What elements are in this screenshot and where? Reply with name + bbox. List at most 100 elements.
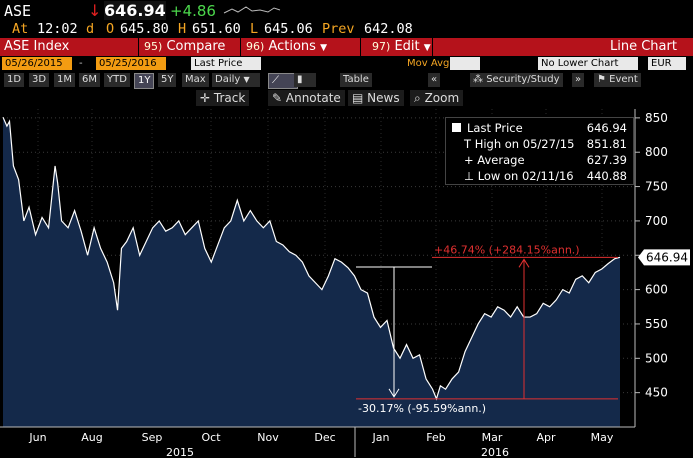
y-tick-label: 700 [645, 214, 668, 228]
end-date-field[interactable]: 05/25/2016 [96, 57, 166, 70]
price-field-select[interactable]: Last Price [191, 57, 261, 70]
news-button[interactable]: ▤ News [348, 90, 404, 106]
range-bar: 1D 3D 1M 6M YTD 1Y 5Y Max Daily ▼ ⟋ ▮ Ta… [0, 72, 693, 89]
prev-value: 642.08 [364, 21, 413, 37]
security-study-label: Security/Study [486, 74, 560, 85]
magnifier-icon: ⌕ [414, 91, 421, 105]
edit-number: 97) [372, 40, 391, 53]
low-marker-icon: ⊥ [464, 169, 478, 183]
y-axis: 450500550600650700750800850646.94 [634, 109, 690, 427]
legend-swatch [452, 123, 461, 132]
x-tick-label: Aug [81, 431, 102, 444]
crosshair-icon: ✛ [200, 91, 211, 105]
collapse-left-icon[interactable]: « [428, 73, 441, 87]
x-tick-label: Jun [28, 431, 46, 444]
currency-select[interactable]: EUR [648, 57, 686, 70]
annotate-label: Annotate [285, 91, 341, 105]
legend-high-label: T High on 05/27/15 [464, 137, 574, 151]
expand-right-icon[interactable]: » [572, 73, 585, 87]
open-label: O [106, 21, 115, 37]
time-label: At [12, 21, 29, 37]
x-tick-label: Nov [257, 431, 279, 444]
x-tick-label: Sep [142, 431, 163, 444]
frequency-select[interactable]: Daily ▼ [212, 73, 260, 87]
table-button[interactable]: Table [340, 73, 372, 87]
edit-menu[interactable]: 97) Edit ▼ [372, 39, 431, 54]
mov-avg-label[interactable]: Mov Avg [407, 58, 450, 69]
x-tick-label: Feb [426, 431, 445, 444]
gain-annotation: +46.74% (+284.15%ann.) [434, 243, 580, 256]
legend-high-label-text: High on 05/27/15 [474, 137, 575, 151]
event-icon: ⚑ [597, 74, 606, 85]
legend-low-value: 440.88 [586, 169, 627, 183]
command-bar: ASE Index 95) Compare 96) Actions ▼ 97) … [0, 38, 693, 56]
legend-last-price-value: 646.94 [586, 121, 627, 135]
security-title[interactable]: ASE Index [4, 39, 70, 54]
price-change: +4.86 [170, 2, 216, 20]
x-tick-label: Mar [482, 431, 503, 444]
quote-time: 12:02 [37, 21, 78, 37]
last-price: 646.94 [104, 1, 166, 20]
quote-details: At 12:02 d O 645.80 H 651.60 L 645.06 Pr… [0, 20, 693, 38]
prev-label: Prev [322, 21, 355, 37]
drawdown-arrow-head [388, 388, 400, 398]
start-date-field[interactable]: 05/26/2015 [2, 57, 72, 70]
y-tick-label: 450 [645, 386, 668, 400]
loss-annotation: -30.17% (-95.59%ann.) [358, 402, 486, 415]
low-label: L [250, 21, 259, 37]
dropdown-arrow-icon: ▼ [320, 43, 327, 53]
low-value: 645.06 [264, 21, 313, 37]
divider [240, 38, 241, 56]
legend-high-value: 851.81 [586, 137, 627, 151]
frequency-label: Daily [215, 74, 241, 85]
legend-average-label-text: Average [477, 153, 525, 167]
range-6m[interactable]: 6M [79, 73, 100, 87]
actions-menu[interactable]: 96) Actions ▼ [246, 39, 327, 54]
range-max[interactable]: Max [182, 73, 209, 87]
range-1d[interactable]: 1D [4, 73, 25, 87]
range-1y[interactable]: 1Y [134, 73, 155, 89]
track-label: Track [213, 91, 246, 105]
range-5y[interactable]: 5Y [158, 73, 177, 87]
ticker-symbol[interactable]: ASE [4, 2, 32, 20]
compare-number: 95) [144, 40, 163, 53]
x-tick-label: May [591, 431, 614, 444]
pencil-icon: ✎ [272, 91, 283, 105]
chart-legend[interactable]: Last Price 646.94 T High on 05/27/15 851… [445, 117, 634, 185]
x-tick-label: Dec [314, 431, 335, 444]
dropdown-arrow-icon: ▼ [243, 75, 250, 84]
price-chart[interactable]: -30.17% (-95.59%ann.) +46.74% (+284.15%an… [0, 109, 693, 458]
mov-avg-input[interactable] [450, 57, 480, 70]
compare-button[interactable]: 95) Compare [144, 39, 225, 54]
y-tick-label: 550 [645, 317, 668, 331]
track-button[interactable]: ✛ Track [196, 90, 250, 106]
gain-arrow-head [518, 258, 530, 268]
security-study-button[interactable]: ⁂ Security/Study [470, 73, 563, 87]
zoom-button[interactable]: ⌕ Zoom [410, 90, 464, 106]
legend-low-label: ⊥ Low on 02/11/16 [464, 169, 574, 183]
range-ytd[interactable]: YTD [104, 73, 130, 87]
chart-type-label[interactable]: Line Chart [610, 39, 677, 54]
lower-chart-select[interactable]: No Lower Chart [538, 57, 638, 70]
open-value: 645.80 [120, 21, 169, 37]
range-1m[interactable]: 1M [54, 73, 75, 87]
candle-chart-icon[interactable]: ▮ [294, 73, 316, 87]
divider [360, 38, 361, 56]
y-tick-label: 600 [645, 283, 668, 297]
time-suffix: d [86, 21, 95, 37]
settings-bar: 05/26/2015 - 05/25/2016 Last Price Mov A… [0, 56, 693, 72]
price-area [3, 117, 620, 427]
range-3d[interactable]: 3D [29, 73, 50, 87]
x-tick-label: Jan [372, 431, 390, 444]
news-label: News [367, 91, 400, 105]
annotate-button[interactable]: ✎ Annotate [268, 90, 345, 106]
x-axis: Jun Aug Sep Oct Nov Dec Jan Feb Mar Apr May 2015 201… [0, 426, 635, 458]
event-button[interactable]: ⚑ Event [594, 73, 641, 87]
edit-label: Edit [394, 39, 420, 54]
x-tick-label: Oct [201, 431, 221, 444]
average-marker-icon: + [464, 153, 478, 167]
divider [138, 38, 139, 56]
y-tick-label: 800 [645, 145, 668, 159]
y-tick-label: 500 [645, 351, 668, 365]
y-tick-label: 850 [645, 111, 668, 125]
